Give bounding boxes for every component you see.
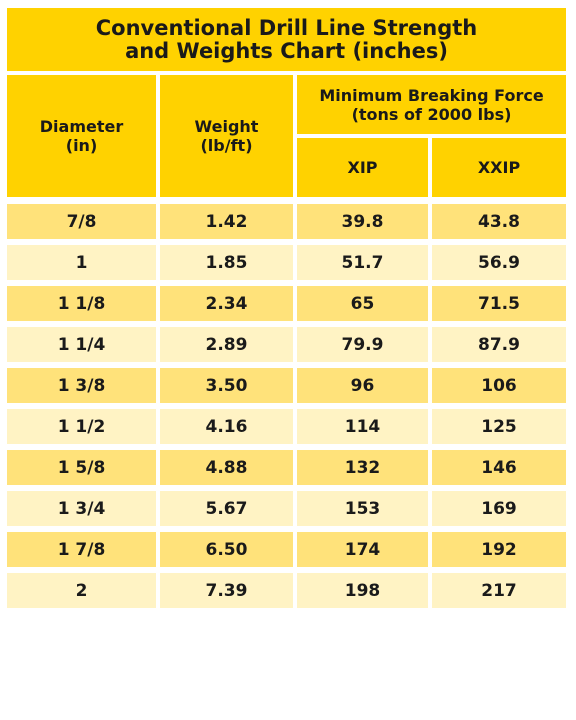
cell-weight: 5.67 bbox=[160, 491, 293, 526]
cell-xip: 198 bbox=[297, 573, 428, 608]
chart-title: Conventional Drill Line Strength and Wei… bbox=[7, 8, 566, 71]
table-row: 1 1.85 51.7 56.9 bbox=[7, 245, 566, 280]
table-body: 7/8 1.42 39.8 43.8 1 1.85 51.7 56.9 1 1/… bbox=[7, 204, 566, 608]
cell-diameter: 1 7/8 bbox=[7, 532, 156, 567]
table-header: Diameter (in) Weight (lb/ft) Minimum Bre… bbox=[7, 75, 566, 197]
table-row: 1 1/4 2.89 79.9 87.9 bbox=[7, 327, 566, 362]
header-xip: XIP bbox=[297, 138, 428, 197]
cell-xxip: 56.9 bbox=[432, 245, 566, 280]
cell-weight: 2.34 bbox=[160, 286, 293, 321]
cell-xip: 51.7 bbox=[297, 245, 428, 280]
cell-xip: 114 bbox=[297, 409, 428, 444]
cell-xip: 174 bbox=[297, 532, 428, 567]
header-mbf-label: Minimum Breaking Force bbox=[319, 85, 544, 105]
cell-weight: 7.39 bbox=[160, 573, 293, 608]
cell-diameter: 1 5/8 bbox=[7, 450, 156, 485]
cell-xip: 65 bbox=[297, 286, 428, 321]
title-line-1: Conventional Drill Line Strength bbox=[95, 15, 478, 40]
cell-xxip: 146 bbox=[432, 450, 566, 485]
header-minimum-breaking-force: Minimum Breaking Force (tons of 2000 lbs… bbox=[297, 75, 566, 134]
cell-xip: 39.8 bbox=[297, 204, 428, 239]
header-weight-unit: (lb/ft) bbox=[200, 136, 253, 155]
drill-line-chart: Conventional Drill Line Strength and Wei… bbox=[7, 8, 566, 614]
cell-weight: 3.50 bbox=[160, 368, 293, 403]
cell-xxip: 169 bbox=[432, 491, 566, 526]
cell-diameter: 1 1/2 bbox=[7, 409, 156, 444]
header-diameter: Diameter (in) bbox=[7, 75, 156, 197]
table-row: 1 3/8 3.50 96 106 bbox=[7, 368, 566, 403]
cell-diameter: 1 1/4 bbox=[7, 327, 156, 362]
cell-xxip: 125 bbox=[432, 409, 566, 444]
cell-xip: 79.9 bbox=[297, 327, 428, 362]
header-weight: Weight (lb/ft) bbox=[160, 75, 293, 197]
header-xip-label: XIP bbox=[347, 158, 378, 177]
cell-weight: 4.16 bbox=[160, 409, 293, 444]
cell-xip: 96 bbox=[297, 368, 428, 403]
cell-diameter: 2 bbox=[7, 573, 156, 608]
table-row: 1 3/4 5.67 153 169 bbox=[7, 491, 566, 526]
cell-diameter: 1 3/4 bbox=[7, 491, 156, 526]
cell-xxip: 106 bbox=[432, 368, 566, 403]
table-row: 1 5/8 4.88 132 146 bbox=[7, 450, 566, 485]
table-row: 1 7/8 6.50 174 192 bbox=[7, 532, 566, 567]
cell-diameter: 1 3/8 bbox=[7, 368, 156, 403]
cell-xip: 132 bbox=[297, 450, 428, 485]
table-row: 2 7.39 198 217 bbox=[7, 573, 566, 608]
cell-weight: 6.50 bbox=[160, 532, 293, 567]
header-xxip: XXIP bbox=[432, 138, 566, 197]
cell-xip: 153 bbox=[297, 491, 428, 526]
cell-xxip: 87.9 bbox=[432, 327, 566, 362]
header-mbf-unit: (tons of 2000 lbs) bbox=[351, 104, 512, 124]
cell-diameter: 1 1/8 bbox=[7, 286, 156, 321]
header-xxip-label: XXIP bbox=[477, 158, 521, 177]
title-line-2: and Weights Chart (inches) bbox=[125, 38, 448, 63]
cell-weight: 4.88 bbox=[160, 450, 293, 485]
header-diameter-unit: (in) bbox=[65, 136, 98, 155]
cell-xxip: 217 bbox=[432, 573, 566, 608]
cell-xxip: 43.8 bbox=[432, 204, 566, 239]
cell-weight: 1.42 bbox=[160, 204, 293, 239]
cell-weight: 1.85 bbox=[160, 245, 293, 280]
header-diameter-label: Diameter bbox=[39, 117, 124, 136]
table-row: 7/8 1.42 39.8 43.8 bbox=[7, 204, 566, 239]
header-weight-label: Weight bbox=[194, 117, 259, 136]
cell-xxip: 71.5 bbox=[432, 286, 566, 321]
cell-xxip: 192 bbox=[432, 532, 566, 567]
cell-diameter: 1 bbox=[7, 245, 156, 280]
table-row: 1 1/8 2.34 65 71.5 bbox=[7, 286, 566, 321]
table-row: 1 1/2 4.16 114 125 bbox=[7, 409, 566, 444]
cell-weight: 2.89 bbox=[160, 327, 293, 362]
cell-diameter: 7/8 bbox=[7, 204, 156, 239]
